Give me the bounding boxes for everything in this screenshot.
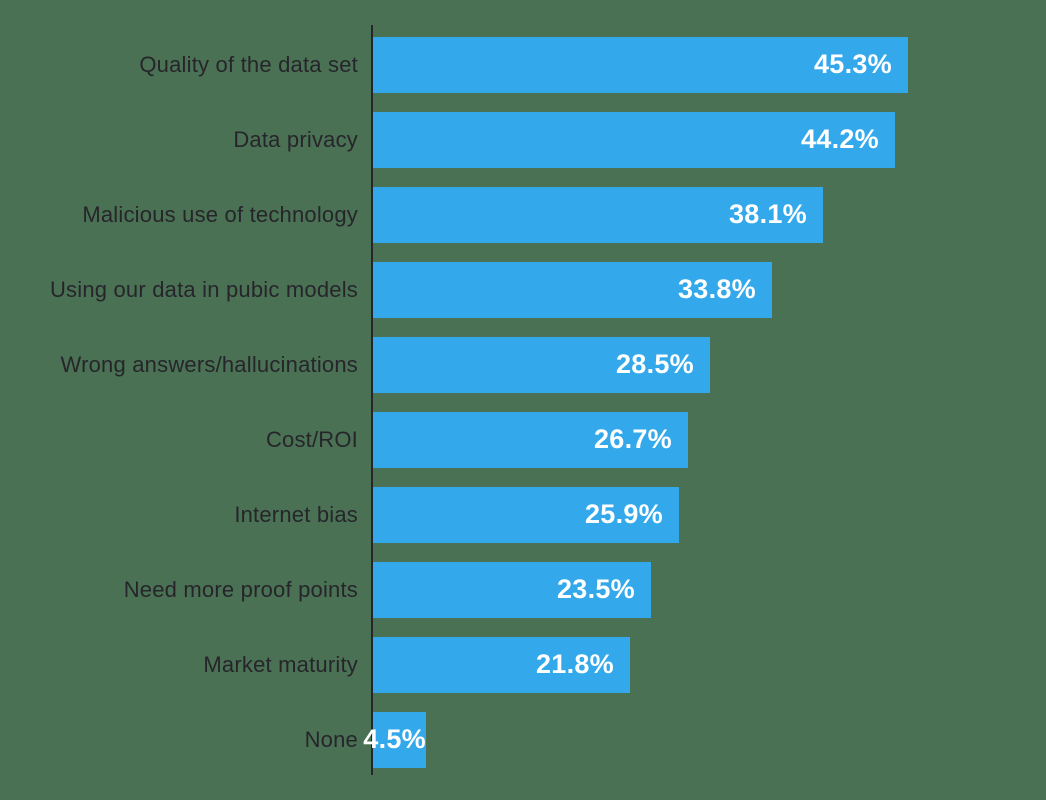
bar-track: 44.2% — [373, 111, 1046, 168]
bar-track: 4.5% — [363, 711, 1046, 768]
value-label: 45.3% — [813, 49, 892, 79]
category-label: Internet bias — [234, 501, 358, 527]
bar: 25.9% — [373, 486, 679, 543]
category-label: Need more proof points — [123, 576, 358, 602]
category-label: Cost/ROI — [265, 426, 358, 452]
bar-row: Need more proof points 23.5% — [0, 552, 1046, 627]
bar-row: Market maturity 21.8% — [0, 627, 1046, 702]
value-label: 28.5% — [615, 349, 694, 379]
bar: 38.1% — [373, 186, 823, 243]
category-label: Data privacy — [233, 126, 358, 152]
value-label: 25.9% — [584, 499, 663, 529]
category-label: None — [304, 726, 358, 752]
bar-row: Wrong answers/hallucinations 28.5% — [0, 327, 1046, 402]
bar-track: 28.5% — [373, 336, 1046, 393]
bar-row: Data privacy 44.2% — [0, 102, 1046, 177]
bar-track: 33.8% — [373, 261, 1046, 318]
value-label: 21.8% — [535, 649, 614, 679]
bar-track: 26.7% — [373, 411, 1046, 468]
bar-row: None 4.5% — [0, 702, 1046, 777]
bar: 44.2% — [373, 111, 895, 168]
category-label: Quality of the data set — [139, 51, 358, 77]
category-label: Malicious use of technology — [82, 201, 358, 227]
bar-row: Internet bias 25.9% — [0, 477, 1046, 552]
category-label: Wrong answers/hallucinations — [60, 351, 358, 377]
category-label: Market maturity — [203, 651, 358, 677]
bar-row: Quality of the data set 45.3% — [0, 27, 1046, 102]
value-label: 33.8% — [677, 274, 756, 304]
bar: 4.5% — [363, 711, 426, 768]
bar-row: Using our data in pubic models 33.8% — [0, 252, 1046, 327]
y-axis-line — [371, 25, 373, 775]
category-label: Using our data in pubic models — [49, 276, 358, 302]
bar-row: Cost/ROI 26.7% — [0, 402, 1046, 477]
bar-track: 21.8% — [373, 636, 1046, 693]
bar: 23.5% — [373, 561, 651, 618]
bar: 28.5% — [373, 336, 710, 393]
value-label: 44.2% — [800, 124, 879, 154]
bar-rows: Quality of the data set 45.3% Data priva… — [0, 27, 1046, 777]
bar: 45.3% — [373, 36, 908, 93]
bar-row: Malicious use of technology 38.1% — [0, 177, 1046, 252]
value-label: 38.1% — [728, 199, 807, 229]
value-label: 26.7% — [593, 424, 672, 454]
value-label: 4.5% — [363, 724, 426, 754]
bar-track: 25.9% — [373, 486, 1046, 543]
value-label: 23.5% — [556, 574, 635, 604]
bar-track: 38.1% — [373, 186, 1046, 243]
bar: 26.7% — [373, 411, 688, 468]
bar: 33.8% — [373, 261, 772, 318]
bar-track: 23.5% — [373, 561, 1046, 618]
bar-track: 45.3% — [373, 36, 1046, 93]
bar: 21.8% — [373, 636, 630, 693]
